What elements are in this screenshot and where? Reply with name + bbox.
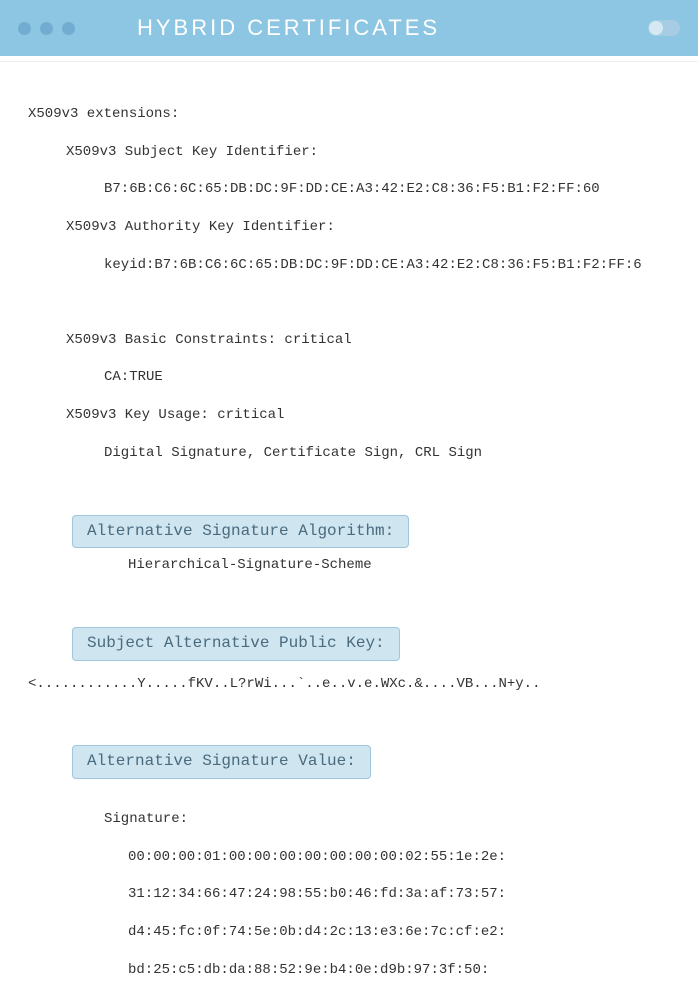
basic-label: X509v3 Basic Constraints: critical	[28, 331, 678, 350]
alt-pubkey-pill: Subject Alternative Public Key:	[72, 627, 400, 661]
title-bar: HYBRID CERTIFICATES	[0, 0, 698, 56]
usage-value: Digital Signature, Certificate Sign, CRL…	[28, 444, 678, 463]
toggle-switch[interactable]	[648, 20, 680, 36]
zoom-dot[interactable]	[62, 22, 75, 35]
sig-line-2: d4:45:fc:0f:74:5e:0b:d4:2c:13:e3:6e:7c:c…	[28, 923, 678, 942]
ski-label: X509v3 Subject Key Identifier:	[28, 143, 678, 162]
aki-value: keyid:B7:6B:C6:6C:65:DB:DC:9F:DD:CE:A3:4…	[28, 256, 678, 275]
sig-line-0: 00:00:00:01:00:00:00:00:00:00:00:02:55:1…	[28, 848, 678, 867]
alt-sig-alg-value: Hierarchical-Signature-Scheme	[28, 556, 678, 575]
alt-sig-val-pill: Alternative Signature Value:	[72, 745, 371, 779]
sig-line-3: bd:25:c5:db:da:88:52:9e:b4:0e:d9b:97:3f:…	[28, 961, 678, 980]
basic-value: CA:TRUE	[28, 368, 678, 387]
close-dot[interactable]	[18, 22, 31, 35]
window-title: HYBRID CERTIFICATES	[89, 15, 634, 41]
window-controls	[18, 22, 75, 35]
usage-label: X509v3 Key Usage: critical	[28, 406, 678, 425]
alt-sig-alg-pill: Alternative Signature Algorithm:	[72, 515, 409, 549]
sig-line-1: 31:12:34:66:47:24:98:55:b0:46:fd:3a:af:7…	[28, 885, 678, 904]
certificate-dump: X509v3 extensions: X509v3 Subject Key Id…	[0, 62, 698, 999]
aki-label: X509v3 Authority Key Identifier:	[28, 218, 678, 237]
alt-pubkey-value: <............Y.....fKV..L?rWi...`..e..v.…	[28, 669, 678, 694]
ski-value: B7:6B:C6:6C:65:DB:DC:9F:DD:CE:A3:42:E2:C…	[28, 180, 678, 199]
sig-header: Signature:	[28, 810, 678, 829]
minimize-dot[interactable]	[40, 22, 53, 35]
ext-header: X509v3 extensions:	[28, 105, 678, 124]
